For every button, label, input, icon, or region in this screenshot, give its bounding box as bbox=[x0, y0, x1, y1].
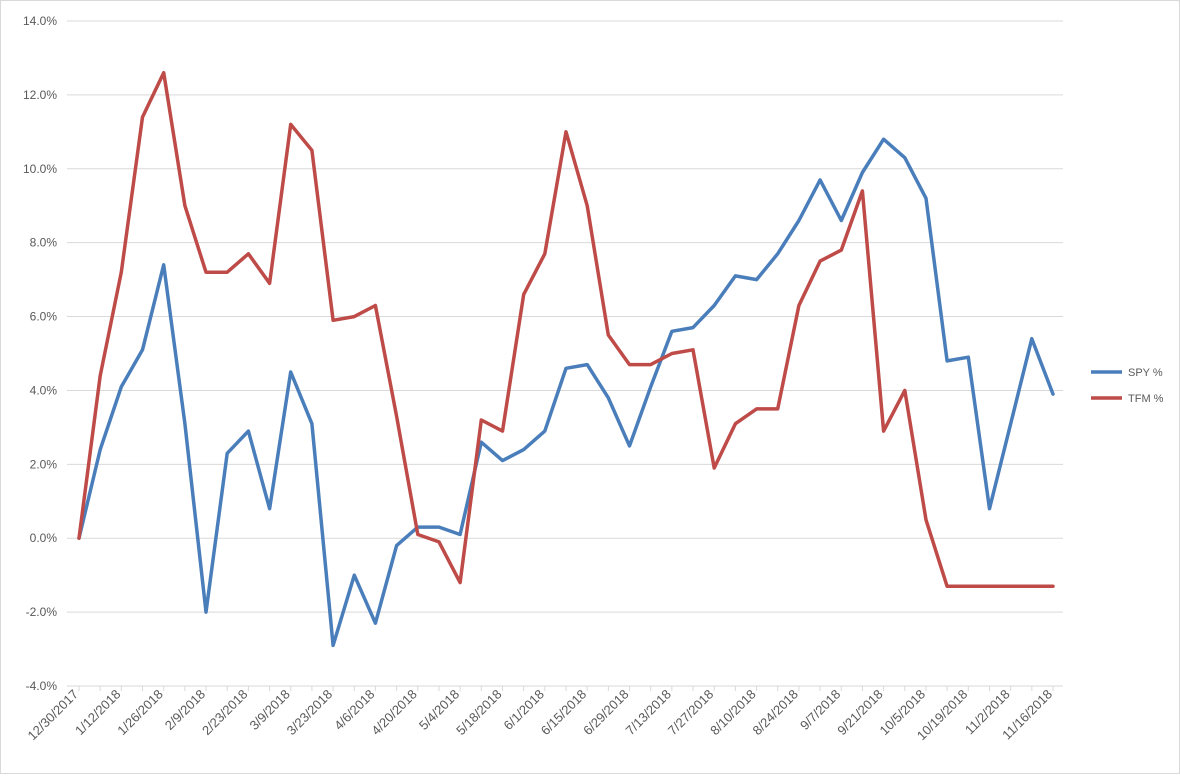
x-tick-label: 3/23/2018 bbox=[284, 687, 336, 739]
x-tick-label: 4/20/2018 bbox=[368, 687, 420, 739]
y-tick-label: 8.0% bbox=[30, 236, 58, 250]
x-tick-label: 7/13/2018 bbox=[622, 687, 674, 739]
x-tick-label: 8/10/2018 bbox=[707, 687, 759, 739]
y-tick-label: 12.0% bbox=[23, 88, 57, 102]
x-tick-label: 6/15/2018 bbox=[538, 687, 590, 739]
y-tick-label: -4.0% bbox=[26, 679, 58, 693]
legend-label-tfm: TFM % bbox=[1128, 393, 1164, 405]
x-tick-label: 5/18/2018 bbox=[453, 687, 505, 739]
legend-label-spy: SPY % bbox=[1128, 367, 1163, 379]
x-tick-label: 1/26/2018 bbox=[114, 687, 166, 739]
y-tick-label: 4.0% bbox=[30, 383, 58, 397]
y-axis-tick-labels: -4.0% -2.0% 0.0% 2.0% 4.0% 6.0% 8.0% 10.0% 12.0%… bbox=[23, 14, 57, 693]
series-lines bbox=[77, 70, 1055, 648]
x-tick-label: 7/27/2018 bbox=[665, 687, 717, 739]
y-tick-label: 2.0% bbox=[30, 457, 58, 471]
x-tick-label: 1/12/2018 bbox=[72, 687, 124, 739]
legend: SPY % TFM % bbox=[1091, 367, 1164, 405]
series-line-spy bbox=[77, 137, 1055, 648]
y-tick-label: -2.0% bbox=[26, 605, 58, 619]
y-tick-label: 14.0% bbox=[23, 14, 57, 28]
x-tick-label: 2/23/2018 bbox=[199, 687, 251, 739]
x-tick-label: 12/30/2017 bbox=[24, 687, 81, 744]
series-line-tfm bbox=[77, 70, 1055, 589]
x-tick-label: 6/29/2018 bbox=[580, 687, 632, 739]
y-tick-label: 0.0% bbox=[30, 531, 58, 545]
gridlines bbox=[67, 20, 1063, 687]
y-tick-label: 10.0% bbox=[23, 162, 57, 176]
x-tick-label: 8/24/2018 bbox=[750, 687, 802, 739]
x-tick-label: 9/21/2018 bbox=[834, 687, 886, 739]
x-axis: 12/30/20171/12/20181/26/20182/9/20182/23… bbox=[24, 685, 1063, 744]
y-tick-label: 6.0% bbox=[30, 310, 58, 324]
